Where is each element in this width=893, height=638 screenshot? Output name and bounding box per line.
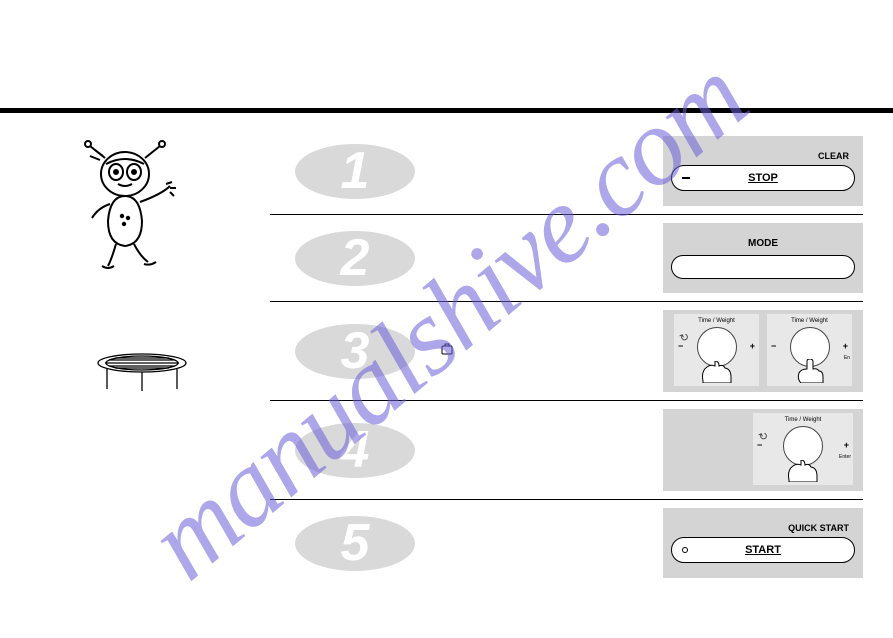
plus-icon: + bbox=[750, 341, 755, 351]
knob-row: Time / Weight ↻ − + Time / W bbox=[667, 314, 859, 388]
step-mid bbox=[440, 342, 663, 361]
step-4: 4 Time / Weight ↻ − + bbox=[270, 401, 863, 500]
step-number: 1 bbox=[341, 145, 370, 197]
step-3: 3 Time / Weight ↻ − bbox=[270, 302, 863, 401]
hand-grip-icon bbox=[783, 460, 823, 482]
step-number: 5 bbox=[341, 517, 370, 569]
single-knob-panel: Time / Weight ↻ − + Enter bbox=[663, 409, 863, 491]
knob-label: Time / Weight bbox=[753, 417, 853, 423]
mode-panel: MODE bbox=[663, 223, 863, 293]
step-number-oval: 1 bbox=[295, 144, 415, 199]
start-led-icon bbox=[682, 547, 688, 553]
step-number-wrap: 1 bbox=[270, 144, 440, 199]
plus-icon: + bbox=[843, 341, 848, 351]
knob-label: Time / Weight bbox=[767, 318, 852, 324]
enter-label: Enter bbox=[839, 454, 851, 460]
wire-rack-icon bbox=[95, 353, 190, 393]
step-panel: Time / Weight ↻ − + Time / W bbox=[663, 310, 863, 392]
mode-button[interactable] bbox=[671, 255, 855, 279]
step-panel: CLEAR STOP bbox=[663, 136, 863, 206]
minus-icon: − bbox=[678, 341, 683, 351]
step-number: 4 bbox=[341, 424, 370, 476]
step-number-wrap: 2 bbox=[270, 231, 440, 286]
stop-led-icon bbox=[682, 177, 690, 179]
step-5: 5 QUICK START START bbox=[270, 500, 863, 586]
weight-icon bbox=[440, 342, 454, 356]
mode-label: MODE bbox=[671, 238, 855, 249]
page: 1 CLEAR STOP 2 bbox=[0, 0, 893, 586]
steps-column: 1 CLEAR STOP 2 bbox=[270, 128, 863, 586]
minus-icon: − bbox=[757, 440, 762, 450]
step-number-wrap: 3 bbox=[270, 324, 440, 379]
hand-grip-icon bbox=[697, 361, 737, 383]
left-column bbox=[30, 128, 270, 586]
minus-icon: − bbox=[771, 341, 776, 351]
dual-knob-panel: Time / Weight ↻ − + Time / W bbox=[663, 310, 863, 392]
step-number-oval: 5 bbox=[295, 516, 415, 571]
step-number: 2 bbox=[341, 232, 370, 284]
step-panel: QUICK START START bbox=[663, 508, 863, 578]
plus-icon: + bbox=[844, 440, 849, 450]
knob-label: Time / Weight bbox=[674, 318, 759, 324]
stop-button[interactable]: STOP bbox=[671, 165, 855, 191]
press-knob-tile[interactable]: Time / Weight − + En bbox=[767, 314, 852, 386]
step-number-oval: 3 bbox=[295, 324, 415, 379]
turn-knob-tile[interactable]: Time / Weight ↻ − + bbox=[674, 314, 759, 386]
step-number: 3 bbox=[341, 325, 370, 377]
clear-label: CLEAR bbox=[671, 151, 855, 161]
content-row: 1 CLEAR STOP 2 bbox=[30, 128, 863, 586]
step-number-wrap: 5 bbox=[270, 516, 440, 571]
start-button[interactable]: START bbox=[671, 537, 855, 563]
quick-start-label: QUICK START bbox=[671, 523, 855, 533]
knob-row: Time / Weight ↻ − + Enter bbox=[667, 413, 859, 487]
step-panel: MODE bbox=[663, 223, 863, 293]
mascot-icon bbox=[70, 136, 190, 276]
start-button-text: START bbox=[745, 544, 781, 556]
step-number-wrap: 4 bbox=[270, 423, 440, 478]
stop-panel: CLEAR STOP bbox=[663, 136, 863, 206]
step-number-oval: 2 bbox=[295, 231, 415, 286]
hand-press-icon bbox=[793, 359, 827, 383]
step-panel: Time / Weight ↻ − + Enter bbox=[663, 409, 863, 491]
step-number-oval: 4 bbox=[295, 423, 415, 478]
enter-label: En bbox=[844, 355, 850, 361]
turn-knob-tile[interactable]: Time / Weight ↻ − + Enter bbox=[753, 413, 853, 485]
start-panel: QUICK START START bbox=[663, 508, 863, 578]
stop-button-text: STOP bbox=[748, 172, 778, 184]
step-1: 1 CLEAR STOP bbox=[270, 128, 863, 215]
step-2: 2 MODE bbox=[270, 215, 863, 302]
